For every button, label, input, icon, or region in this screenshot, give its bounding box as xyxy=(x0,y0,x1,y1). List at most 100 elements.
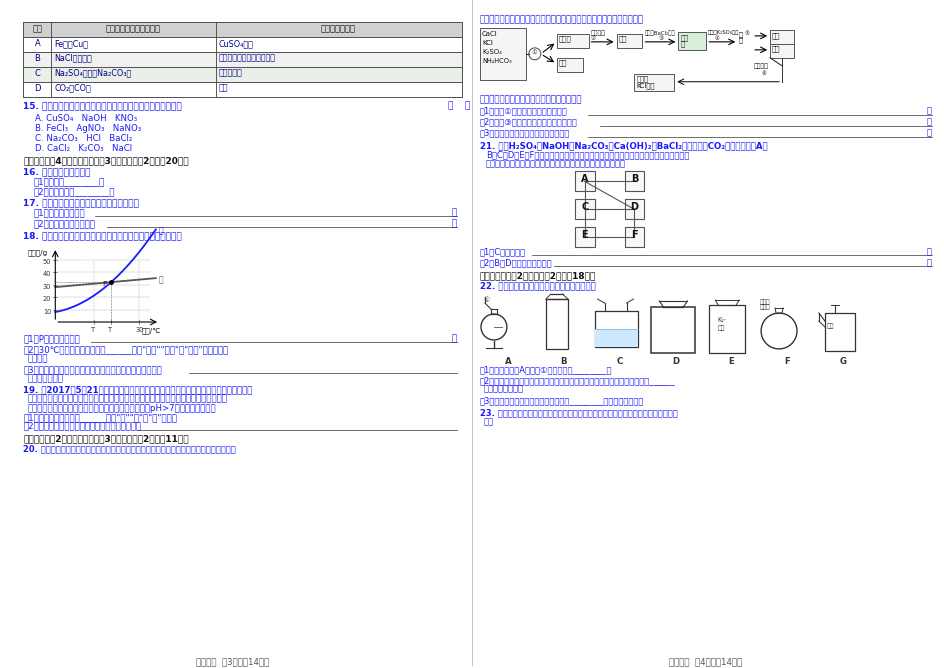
Text: 23. 某同学为了探究木炭和氧化铜在高温条件下生成的气体产物的成功，提出了如下猜: 23. 某同学为了探究木炭和氧化铜在高温条件下生成的气体产物的成功，提出了如下猜 xyxy=(480,409,677,418)
Text: 。: 。 xyxy=(451,208,457,217)
Text: 。: 。 xyxy=(926,118,931,127)
Bar xyxy=(624,172,644,192)
Bar xyxy=(624,227,644,247)
Text: （2）B和D反应的化学方程式: （2）B和D反应的化学方程式 xyxy=(480,259,552,267)
Text: 溶液: 溶液 xyxy=(618,36,627,43)
Text: 温度/℃: 温度/℃ xyxy=(142,327,161,333)
Text: B、C、D、E、F各代表这六种物质中的一种），它们之间的相互反应关系如图所示，图: B、C、D、E、F各代表这六种物质中的一种），它们之间的相互反应关系如图所示，图 xyxy=(485,150,688,160)
Bar xyxy=(24,81,462,97)
Text: Na₂SO₄溶液（Na₂CO₃）: Na₂SO₄溶液（Na₂CO₃） xyxy=(54,69,131,77)
Bar xyxy=(594,329,638,347)
Text: D: D xyxy=(630,202,638,212)
Text: （1）工厂排出的废水显______（填"酸""碱"或"中"）性。: （1）工厂排出的废水显______（填"酸""碱"或"中"）性。 xyxy=(24,413,177,422)
Text: B: B xyxy=(34,54,41,63)
Text: E: E xyxy=(728,357,733,366)
Text: NH₄HCO₃: NH₄HCO₃ xyxy=(481,58,511,64)
Text: ⑥: ⑥ xyxy=(761,71,767,75)
Text: 混合: 混合 xyxy=(680,34,687,41)
Text: D: D xyxy=(671,357,678,366)
Bar xyxy=(709,305,745,353)
Text: （3）检验氧气是否收集满的正确操作是________（填字母代号）。: （3）检验氧气是否收集满的正确操作是________（填字母代号）。 xyxy=(480,395,644,405)
Text: ③: ③ xyxy=(658,36,663,41)
Text: 30: 30 xyxy=(136,327,144,333)
Text: KCl溶液: KCl溶液 xyxy=(636,83,654,90)
Bar xyxy=(769,30,793,44)
Bar xyxy=(678,32,705,50)
Text: 观察物: 观察物 xyxy=(558,36,571,43)
Bar xyxy=(769,44,793,58)
Text: K₂SO₄: K₂SO₄ xyxy=(481,49,501,55)
Text: （2）为了长沙的青山绿水，请你提一条合理的建议: （2）为了长沙的青山绿水，请你提一条合理的建议 xyxy=(24,422,142,431)
Text: 18. 甲、乙两种物质的溶解度曲线如图所示，请回答下列问题：: 18. 甲、乙两种物质的溶解度曲线如图所示，请回答下列问题： xyxy=(24,231,182,240)
Text: 。: 。 xyxy=(926,259,931,267)
Text: 滤液: 滤液 xyxy=(771,46,780,53)
Text: D. CaCl₂   K₂CO₃   NaCl: D. CaCl₂ K₂CO₃ NaCl xyxy=(35,144,132,152)
Text: A: A xyxy=(34,39,41,48)
Text: 中每条连线表示两端的物质可以发生化学反应，请分析后回答：: 中每条连线表示两端的物质可以发生化学反应，请分析后回答： xyxy=(485,160,625,168)
Text: 溶解度。: 溶解度。 xyxy=(27,354,48,363)
Bar xyxy=(574,172,594,192)
Text: 16. 请用化学用语填空：: 16. 请用化学用语填空： xyxy=(24,168,91,176)
Text: 22. 请根据下列各图中提供的信息，回答问题：: 22. 请根据下列各图中提供的信息，回答问题： xyxy=(480,281,595,290)
Text: B: B xyxy=(631,174,637,184)
Text: ①: ① xyxy=(531,50,537,55)
Text: B: B xyxy=(560,357,566,366)
Bar xyxy=(546,299,567,349)
Text: 20: 20 xyxy=(42,296,51,302)
Bar xyxy=(633,73,674,91)
Text: （1）P点表示的含义是: （1）P点表示的含义是 xyxy=(24,334,80,343)
Text: （填字母代号）。: （填字母代号）。 xyxy=(483,385,523,394)
Text: 氧气: 氧气 xyxy=(826,323,834,329)
Text: K₂·: K₂· xyxy=(716,317,726,323)
Bar xyxy=(824,313,854,351)
Text: 三、（本题共2小题，化学方程式3分，其余每空2分，共11分）: 三、（本题共2小题，化学方程式3分，其余每空2分，共11分） xyxy=(24,435,189,444)
Bar xyxy=(574,227,594,247)
Text: CaCl: CaCl xyxy=(481,31,497,37)
Text: 过: 过 xyxy=(737,31,741,37)
Text: G: G xyxy=(838,357,846,366)
Text: NaCl（沙子）: NaCl（沙子） xyxy=(54,54,92,63)
Text: （1）步骤①中除去碳酸盐粉的方法是: （1）步骤①中除去碳酸盐粉的方法是 xyxy=(480,107,567,116)
Text: 加热蒸发: 加热蒸发 xyxy=(753,64,768,69)
Text: 纯净的: 纯净的 xyxy=(636,75,648,82)
Text: A. CuSO₄   NaOH   KNO₃: A. CuSO₄ NaOH KNO₃ xyxy=(35,114,138,123)
Text: Fe粉（Cu）: Fe粉（Cu） xyxy=(54,39,88,48)
Bar xyxy=(480,28,525,79)
Text: A: A xyxy=(504,357,511,366)
Text: C: C xyxy=(34,69,41,77)
Text: 的水草: 的水草 xyxy=(759,304,769,310)
Text: 。: 。 xyxy=(926,129,931,138)
Text: 15. 下列各组物质的溶液，不另加试剂就不能鉴别出来的一组是: 15. 下列各组物质的溶液，不另加试剂就不能鉴别出来的一组是 xyxy=(24,102,182,111)
Text: 21. 现有H₂SO₄、NaOH、Na₂CO₃、Ca(OH)₂、BaCl₂五种溶液和CO₂一种气体（用A、: 21. 现有H₂SO₄、NaOH、Na₂CO₃、Ca(OH)₂、BaCl₂五种溶… xyxy=(480,142,767,150)
Text: CO₂（CO）: CO₂（CO） xyxy=(54,84,91,93)
Text: 甲: 甲 xyxy=(159,226,163,236)
Text: （    ）: （ ） xyxy=(447,102,470,111)
Text: 混合物（括号内为杂质）: 混合物（括号内为杂质） xyxy=(106,24,160,33)
Text: 化学试卷  第3页（共14页）: 化学试卷 第3页（共14页） xyxy=(196,657,269,666)
Text: CuSO₄溶液: CuSO₄溶液 xyxy=(219,39,253,48)
Text: ②: ② xyxy=(590,36,596,41)
Text: （3）此设计方案是否严谨？并说明理由: （3）此设计方案是否严谨？并说明理由 xyxy=(480,129,570,138)
Text: C: C xyxy=(581,202,588,212)
Text: 部门高度重视，立即派遣工作人员实地检测，测得污水pH>7，请你分析判断：: 部门高度重视，立即派遣工作人员实地检测，测得污水pH>7，请你分析判断： xyxy=(27,403,216,413)
Text: 氧气: 氧气 xyxy=(716,325,724,331)
Text: ④: ④ xyxy=(714,36,718,41)
Text: 滤: 滤 xyxy=(737,37,741,43)
Text: 带大量: 带大量 xyxy=(759,299,769,305)
Text: （2）实验室用加热氯酸钾和二氧化锰的方法制取氧气，应选用的发生装置为______: （2）实验室用加热氯酸钾和二氧化锰的方法制取氧气，应选用的发生装置为______ xyxy=(480,376,675,385)
Text: ⑤: ⑤ xyxy=(743,31,749,36)
Text: 。: 。 xyxy=(451,219,457,228)
Bar xyxy=(615,34,642,48)
Bar xyxy=(594,311,638,347)
Text: 固体: 固体 xyxy=(771,32,780,39)
Text: 加足量水: 加足量水 xyxy=(590,30,605,35)
Text: 的氯化钙残渣，并利用纯净的氯化钾溶液，某同学设计的实验流程如下：: 的氯化钙残渣，并利用纯净的氯化钾溶液，某同学设计的实验流程如下： xyxy=(480,15,643,24)
Bar xyxy=(24,67,462,81)
Bar xyxy=(24,52,462,67)
Text: 四、（本大题共2小题，每空2分，共18分）: 四、（本大题共2小题，每空2分，共18分） xyxy=(480,271,596,280)
Text: 溶解度/g: 溶解度/g xyxy=(27,249,47,256)
Bar xyxy=(24,22,462,37)
Text: T: T xyxy=(92,327,95,333)
Text: 19. 据2017年5月21日（《长沙晚报》）报道，中央第六环境督察组向长沙市移交的群众: 19. 据2017年5月21日（《长沙晚报》）报道，中央第六环境督察组向长沙市移… xyxy=(24,386,252,395)
Text: F: F xyxy=(784,357,789,366)
